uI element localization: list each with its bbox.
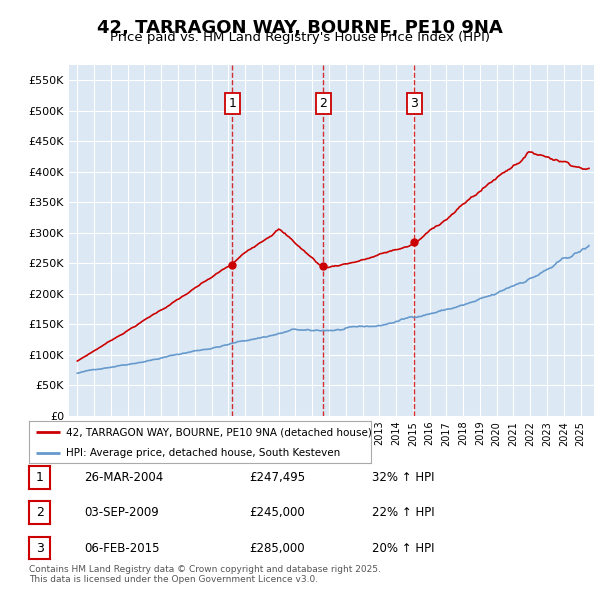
Text: 42, TARRAGON WAY, BOURNE, PE10 9NA: 42, TARRAGON WAY, BOURNE, PE10 9NA <box>97 19 503 37</box>
Text: Price paid vs. HM Land Registry's House Price Index (HPI): Price paid vs. HM Land Registry's House … <box>110 31 490 44</box>
Text: 3: 3 <box>410 97 418 110</box>
Text: 2: 2 <box>320 97 328 110</box>
Text: 06-FEB-2015: 06-FEB-2015 <box>84 542 160 555</box>
Text: 1: 1 <box>228 97 236 110</box>
Text: HPI: Average price, detached house, South Kesteven: HPI: Average price, detached house, Sout… <box>67 448 341 457</box>
Text: 26-MAR-2004: 26-MAR-2004 <box>84 471 163 484</box>
Text: 42, TARRAGON WAY, BOURNE, PE10 9NA (detached house): 42, TARRAGON WAY, BOURNE, PE10 9NA (deta… <box>67 427 372 437</box>
Text: £245,000: £245,000 <box>249 506 305 519</box>
Text: 1: 1 <box>35 471 44 484</box>
Text: 03-SEP-2009: 03-SEP-2009 <box>84 506 159 519</box>
Text: 2: 2 <box>35 506 44 519</box>
Text: Contains HM Land Registry data © Crown copyright and database right 2025.
This d: Contains HM Land Registry data © Crown c… <box>29 565 380 584</box>
Text: 20% ↑ HPI: 20% ↑ HPI <box>372 542 434 555</box>
Text: £247,495: £247,495 <box>249 471 305 484</box>
Text: 22% ↑ HPI: 22% ↑ HPI <box>372 506 434 519</box>
Text: 32% ↑ HPI: 32% ↑ HPI <box>372 471 434 484</box>
Text: 3: 3 <box>35 542 44 555</box>
Text: £285,000: £285,000 <box>249 542 305 555</box>
